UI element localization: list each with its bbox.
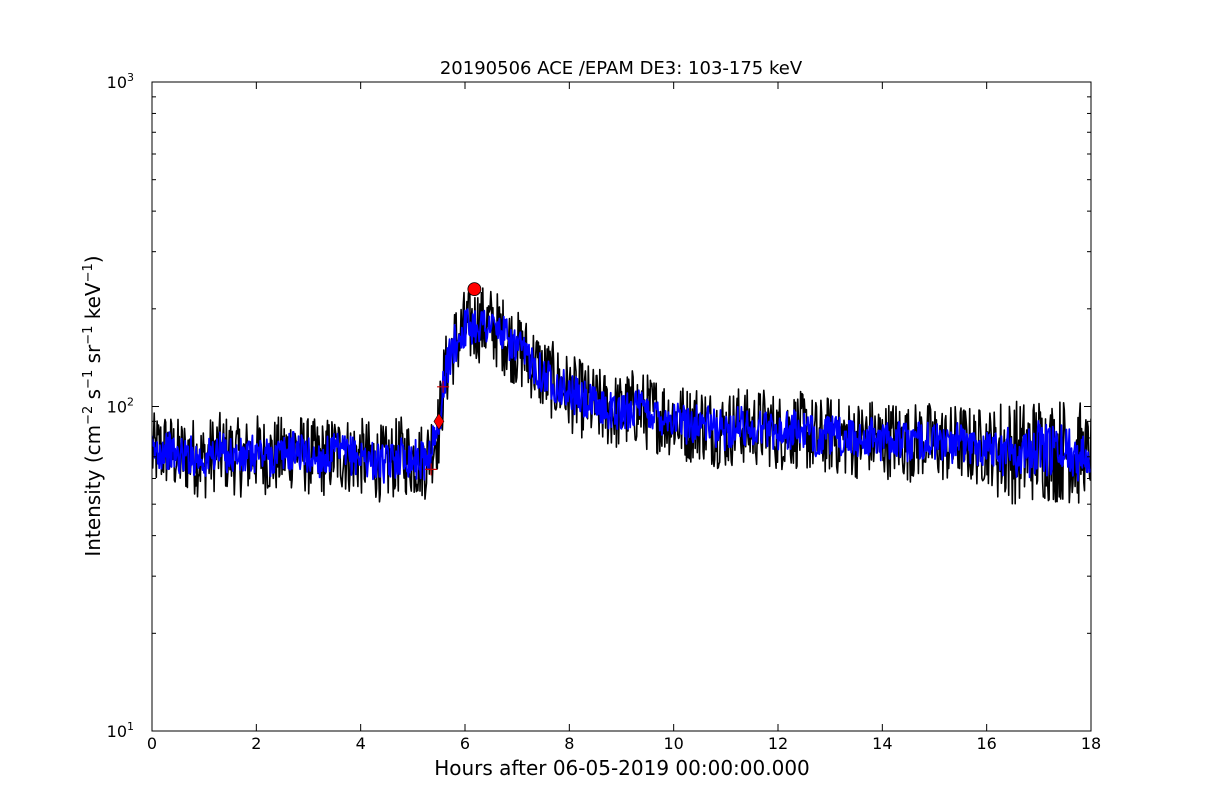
- peak-marker: [467, 282, 482, 297]
- x-tick-label: 6: [460, 734, 470, 753]
- x-tick-label: 8: [564, 734, 574, 753]
- x-tick-label: 14: [872, 734, 892, 753]
- onset-marker: [433, 412, 445, 430]
- x-tick-label: 4: [356, 734, 366, 753]
- x-tick-label: 10: [663, 734, 683, 753]
- plus-marker: [437, 380, 450, 393]
- x-tick-label: 12: [768, 734, 788, 753]
- x-tick-label: 2: [251, 734, 261, 753]
- x-axis-label: Hours after 06-05-2019 00:00:00.000: [434, 756, 810, 780]
- series-line-smoothed: [152, 308, 1091, 484]
- chart-title: 20190506 ACE /EPAM DE3: 103-175 keV: [440, 58, 803, 79]
- x-tick-label: 18: [1081, 734, 1101, 753]
- plus-marker: [425, 463, 438, 476]
- y-axis-label: Intensity (cm−2 s−1 sr−1 keV−1): [81, 255, 105, 556]
- y-tick-label: 102: [107, 396, 134, 417]
- y-tick-label: 101: [107, 720, 134, 741]
- x-tick-label: 16: [976, 734, 996, 753]
- x-tick-label: 0: [147, 734, 157, 753]
- y-tick-label: 103: [107, 71, 134, 92]
